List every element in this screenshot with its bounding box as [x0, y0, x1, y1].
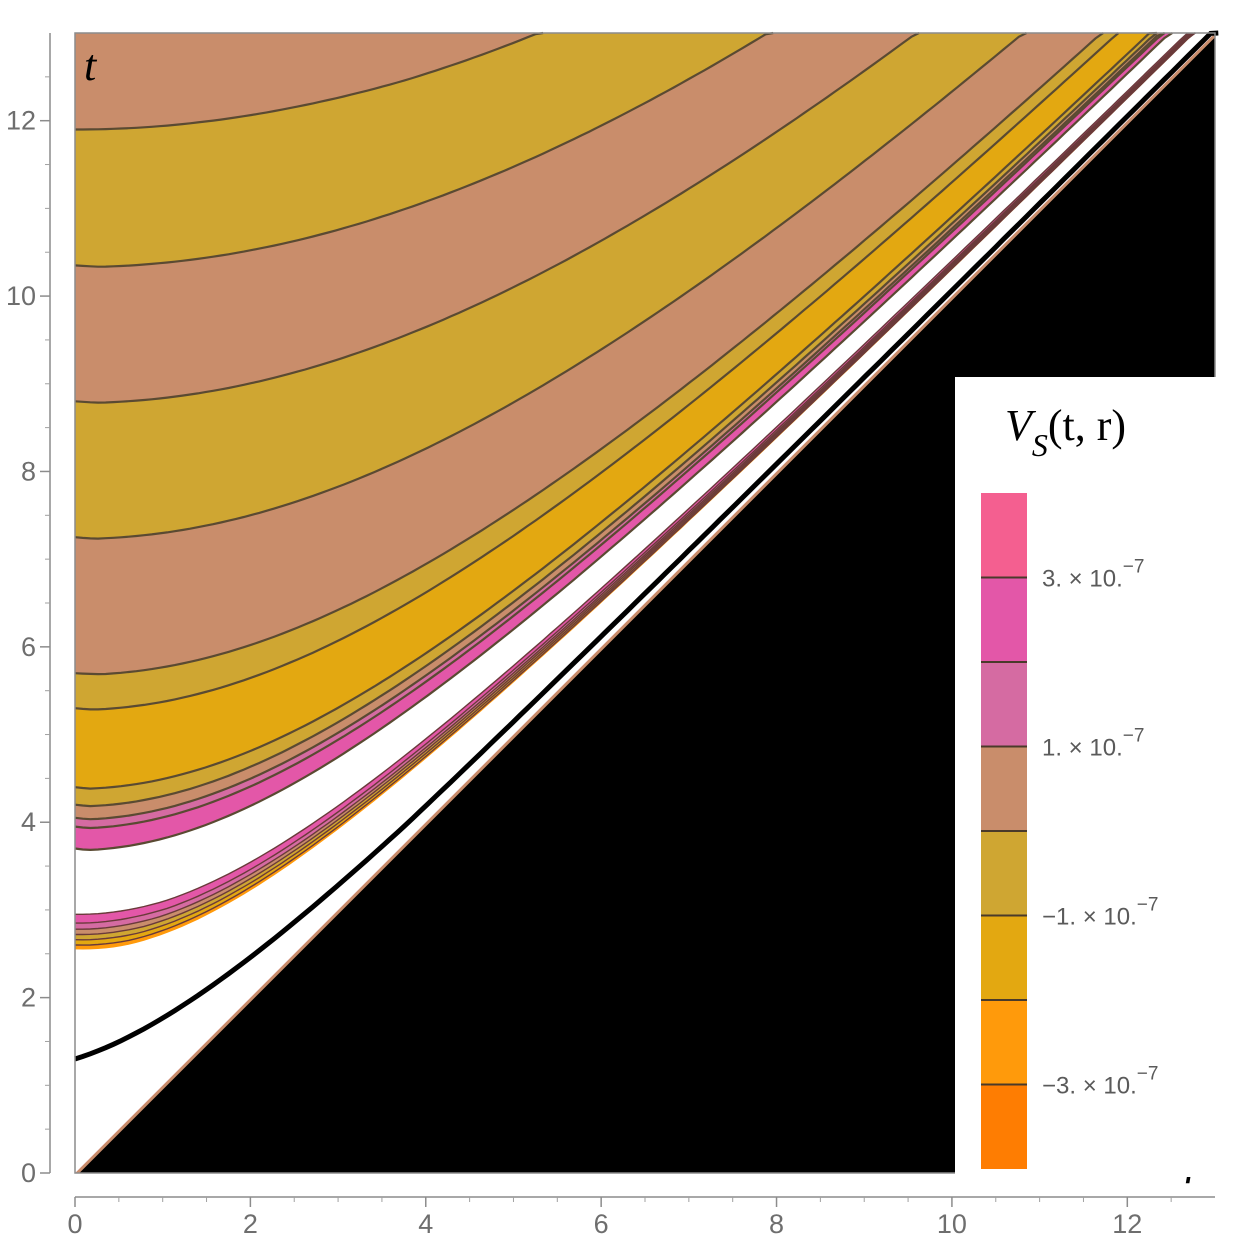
legend-title-sub: S: [1032, 427, 1048, 463]
legend-tick-exponent: −7: [1137, 895, 1159, 916]
legend-tick-exponent: −7: [1123, 726, 1145, 747]
contour-band: [75, 33, 1215, 1173]
legend-color-band: [981, 915, 1027, 1000]
contour-line: [74, 32, 1104, 676]
legend-color-band: [981, 746, 1027, 831]
legend-tick-mantissa: 1. × 10.: [1042, 735, 1123, 762]
legend-tick-mantissa: −3. × 10.: [1042, 1073, 1137, 1100]
legend-tick-mantissa: 3. × 10.: [1042, 566, 1123, 593]
contour-line: [74, 32, 1173, 852]
contour-line: [74, 32, 1120, 711]
legend-title: VS(t, r): [1005, 401, 1126, 463]
contour-line: [75, 32, 1189, 915]
y-tick-label: 6: [21, 632, 36, 662]
contour-line: [75, 32, 1196, 924]
contour-line: [74, 32, 1196, 946]
contour-line: [74, 31, 1157, 790]
legend-tick-label: −3. × 10.−7: [1042, 1064, 1158, 1100]
legend-tick-exponent: −7: [1137, 1064, 1159, 1085]
y-tick-label: 4: [21, 807, 36, 837]
x-tick-label: 0: [67, 1209, 82, 1239]
x-tick-label: 12: [1112, 1209, 1142, 1239]
contour-line: [74, 32, 1196, 941]
contour-line: [74, 32, 1166, 830]
contour-line: [74, 32, 1027, 540]
legend-color-band: [981, 493, 1027, 578]
contour-line: [75, 32, 1196, 936]
legend-tick-label: 3. × 10.−7: [1042, 557, 1144, 593]
y-axis-label: t: [84, 41, 98, 90]
x-tick-label: 6: [594, 1209, 609, 1239]
y-tick-label: 8: [21, 456, 36, 486]
x-tick-label: 2: [243, 1209, 258, 1239]
contour-bands: [75, 33, 1215, 1173]
x-tick-label: 10: [937, 1209, 967, 1239]
contour-lines: [74, 30, 1219, 1062]
x-tick-label: 4: [418, 1209, 433, 1239]
legend-tick-mantissa: −1. × 10.: [1042, 904, 1137, 931]
legend-color-band: [981, 1084, 1027, 1169]
y-tick-label: 0: [21, 1158, 36, 1188]
legend-color-band: [981, 1000, 1027, 1085]
legend-color-band: [981, 577, 1027, 662]
axis-ticks: 0 2 4 6 8 10 12 0 2 4 6 8 10 12: [6, 33, 1215, 1239]
legend-tick-label: 1. × 10.−7: [1042, 726, 1144, 762]
legend-color-band: [981, 831, 1027, 916]
contour-line: [74, 32, 920, 404]
legend-color-band: [981, 662, 1027, 747]
legend: VS(t, r)3. × 10.−71. × 10.−7−1. × 10.−7−…: [955, 377, 1220, 1177]
contour-line: [74, 32, 1158, 808]
singular-contour: [74, 30, 1219, 1062]
contour-line: [75, 31, 544, 131]
contour-line: [74, 31, 1165, 821]
legend-tick-exponent: −7: [1123, 557, 1145, 578]
legend-tick-label: −1. × 10.−7: [1042, 895, 1158, 931]
contour-line: [74, 31, 774, 268]
y-tick-label: 2: [21, 983, 36, 1013]
y-tick-label: 10: [6, 281, 36, 311]
excluded-region: [79, 37, 1215, 1173]
y-tick-label: 12: [6, 106, 36, 136]
legend-title-main: V: [1005, 401, 1037, 450]
x-tick-label: 8: [769, 1209, 784, 1239]
legend-title-args: (t, r): [1048, 401, 1126, 450]
contour-line: [75, 32, 1196, 930]
